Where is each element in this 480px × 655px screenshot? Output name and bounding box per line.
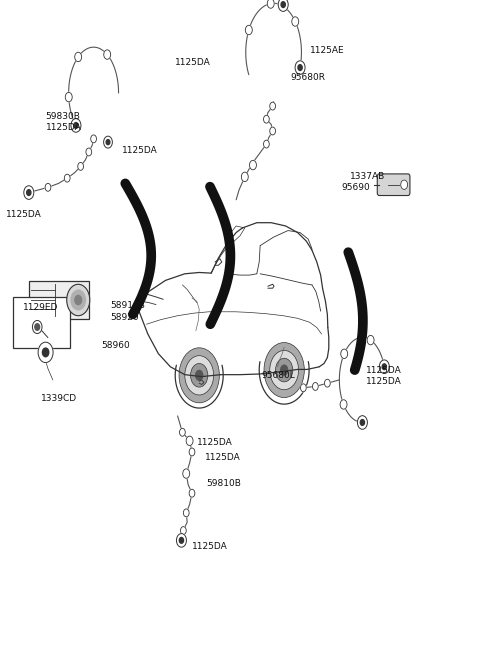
Circle shape [195, 370, 203, 381]
Text: 1125DA: 1125DA [366, 377, 401, 386]
Circle shape [26, 189, 32, 196]
Circle shape [278, 0, 288, 11]
Circle shape [33, 320, 42, 333]
Circle shape [264, 140, 269, 148]
Circle shape [180, 538, 183, 543]
Text: 1339CD: 1339CD [41, 394, 77, 403]
Text: 1125DA: 1125DA [366, 365, 401, 375]
Circle shape [324, 379, 330, 387]
Circle shape [105, 138, 111, 147]
Circle shape [75, 295, 82, 305]
Circle shape [78, 162, 84, 170]
Text: 1125DA: 1125DA [6, 210, 41, 219]
Bar [13, 297, 70, 348]
Text: 1125DA: 1125DA [46, 123, 81, 132]
Circle shape [86, 148, 92, 156]
Text: 95690: 95690 [342, 183, 371, 193]
Circle shape [267, 0, 274, 9]
Circle shape [38, 342, 53, 363]
Circle shape [189, 448, 195, 456]
Circle shape [270, 127, 276, 135]
Circle shape [191, 364, 208, 387]
Text: 59830B: 59830B [46, 112, 81, 121]
Circle shape [245, 26, 252, 35]
Circle shape [270, 350, 299, 390]
FancyBboxPatch shape [377, 174, 410, 195]
Circle shape [64, 174, 70, 182]
Text: 1125DA: 1125DA [192, 542, 228, 552]
Text: 1125DA: 1125DA [205, 453, 240, 462]
Text: 1337AB: 1337AB [350, 172, 385, 181]
Circle shape [74, 122, 78, 128]
Circle shape [71, 119, 81, 132]
Circle shape [341, 349, 348, 358]
Circle shape [300, 384, 306, 392]
Bar [29, 281, 89, 319]
Text: 1129ED: 1129ED [23, 303, 58, 312]
Circle shape [264, 115, 269, 123]
Circle shape [280, 365, 288, 375]
Circle shape [42, 348, 49, 357]
Circle shape [401, 180, 408, 189]
Text: 1125AE: 1125AE [310, 46, 344, 55]
Circle shape [177, 534, 186, 547]
Text: 1125DA: 1125DA [175, 58, 211, 67]
Circle shape [340, 400, 347, 409]
Circle shape [185, 356, 214, 395]
Text: 1125DA: 1125DA [122, 146, 158, 155]
Circle shape [180, 428, 185, 436]
Circle shape [295, 61, 305, 75]
Circle shape [367, 335, 374, 345]
Circle shape [280, 1, 287, 10]
Text: 58960: 58960 [101, 341, 130, 350]
Circle shape [360, 420, 364, 425]
Circle shape [75, 52, 82, 62]
Circle shape [379, 360, 389, 373]
Text: 58910B: 58910B [110, 301, 145, 310]
Circle shape [106, 140, 110, 145]
Circle shape [183, 469, 190, 478]
Circle shape [298, 65, 302, 71]
Text: 95680R: 95680R [290, 73, 325, 82]
Circle shape [71, 290, 85, 310]
Circle shape [186, 436, 193, 445]
Circle shape [65, 92, 72, 102]
Circle shape [91, 135, 96, 143]
Circle shape [270, 102, 276, 110]
Circle shape [276, 358, 293, 382]
Circle shape [67, 284, 90, 316]
Circle shape [189, 489, 195, 497]
Circle shape [382, 364, 386, 369]
Circle shape [183, 470, 189, 477]
Circle shape [358, 416, 367, 429]
Circle shape [104, 50, 111, 60]
Circle shape [292, 17, 299, 26]
Circle shape [24, 186, 34, 199]
Circle shape [264, 343, 304, 398]
Circle shape [45, 183, 51, 191]
Circle shape [27, 190, 31, 195]
Text: 1125DA: 1125DA [197, 438, 232, 447]
Circle shape [104, 136, 112, 148]
Circle shape [250, 160, 256, 170]
Circle shape [42, 348, 49, 357]
Circle shape [281, 2, 285, 7]
Circle shape [241, 172, 248, 181]
Circle shape [39, 344, 52, 361]
Circle shape [35, 324, 40, 330]
Text: 58920: 58920 [110, 312, 139, 322]
Text: 95680L: 95680L [262, 371, 295, 380]
Text: 59810B: 59810B [206, 479, 241, 488]
Circle shape [179, 348, 219, 403]
Circle shape [180, 527, 186, 534]
Circle shape [183, 509, 189, 517]
Circle shape [312, 383, 318, 390]
